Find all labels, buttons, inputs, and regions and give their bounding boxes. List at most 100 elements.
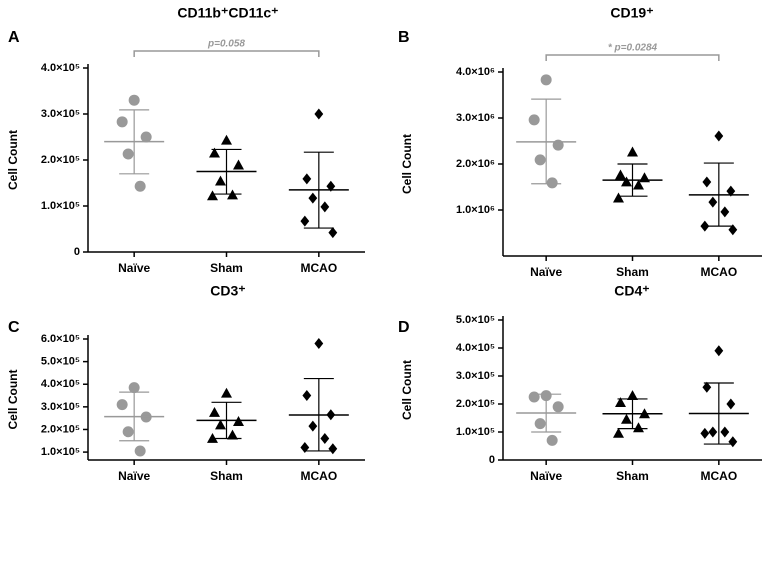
data-point xyxy=(300,442,310,454)
data-point xyxy=(302,390,312,402)
x-tick-label: Sham xyxy=(210,469,243,483)
data-point xyxy=(720,206,730,218)
data-point xyxy=(552,401,564,413)
y-tick-label: 1.0×10⁶ xyxy=(456,204,495,216)
significance-label: p=0.058 xyxy=(207,39,245,50)
x-tick-label: Sham xyxy=(616,265,649,279)
data-point xyxy=(308,192,318,204)
data-point xyxy=(546,177,558,189)
data-point xyxy=(221,387,232,398)
data-point xyxy=(140,131,152,143)
y-tick-label: 4.0×10⁶ xyxy=(456,66,495,78)
data-point xyxy=(320,201,330,213)
data-point xyxy=(714,130,724,142)
data-point xyxy=(728,436,738,448)
y-tick-label: 2.0×10⁶ xyxy=(456,158,495,170)
data-point xyxy=(534,154,546,166)
x-tick-label: MCAO xyxy=(300,261,337,275)
data-point xyxy=(328,443,338,455)
data-point xyxy=(534,418,546,430)
data-point xyxy=(134,180,146,192)
y-axis-label: Cell Count xyxy=(6,130,20,190)
data-point xyxy=(207,433,218,443)
data-point xyxy=(728,224,738,236)
y-tick-label: 5.0×10⁵ xyxy=(456,314,495,326)
panel-letter: D xyxy=(398,319,410,336)
data-point xyxy=(714,345,724,357)
panel-title: CD4⁺ xyxy=(614,283,649,299)
x-tick-label: Naïve xyxy=(530,265,562,279)
data-point xyxy=(720,426,730,438)
data-point xyxy=(320,433,330,445)
y-tick-label: 4.0×10⁵ xyxy=(41,62,80,74)
data-point xyxy=(627,146,638,157)
y-tick-label: 1.0×10⁵ xyxy=(41,446,80,458)
data-point xyxy=(227,189,238,200)
data-point xyxy=(621,413,632,424)
data-point xyxy=(326,180,336,192)
significance-bracket xyxy=(545,54,720,61)
data-point xyxy=(308,420,318,432)
data-point xyxy=(621,176,632,187)
data-point xyxy=(209,147,220,158)
data-point xyxy=(546,434,558,446)
panel-title: CD19⁺ xyxy=(610,5,653,21)
y-tick-label: 3.0×10⁵ xyxy=(41,401,80,413)
data-point xyxy=(528,391,540,403)
data-point xyxy=(700,427,710,439)
x-tick-label: Naïve xyxy=(118,261,150,275)
data-point xyxy=(540,74,552,86)
y-tick-label: 4.0×10⁵ xyxy=(41,378,80,390)
y-tick-label: 2.0×10⁵ xyxy=(456,398,495,410)
panel-title: CD11b⁺CD11c⁺ xyxy=(177,5,278,21)
y-tick-label: 1.0×10⁵ xyxy=(456,426,495,438)
data-point xyxy=(207,190,218,201)
significance-bracket xyxy=(133,50,320,57)
x-tick-label: Sham xyxy=(210,261,243,275)
y-tick-label: 3.0×10⁵ xyxy=(41,108,80,120)
y-tick-label: 3.0×10⁵ xyxy=(456,370,495,382)
data-point xyxy=(122,148,134,160)
data-point xyxy=(633,179,644,190)
panel-letter: B xyxy=(398,29,410,46)
data-point xyxy=(540,390,552,402)
panel-letter: A xyxy=(8,29,20,46)
data-point xyxy=(615,397,626,407)
data-point xyxy=(314,338,324,350)
data-point xyxy=(116,399,128,411)
data-point xyxy=(215,175,226,186)
significance-label: * p=0.0284 xyxy=(608,43,658,54)
x-tick-label: Sham xyxy=(616,469,649,483)
data-point xyxy=(528,114,540,126)
data-point xyxy=(613,427,624,438)
data-point xyxy=(233,159,244,170)
data-point xyxy=(633,422,644,433)
data-point xyxy=(209,407,220,417)
data-point xyxy=(702,381,712,393)
data-point xyxy=(615,169,626,180)
data-point xyxy=(726,185,736,197)
data-point xyxy=(708,426,718,438)
data-point xyxy=(328,227,338,239)
y-axis-label: Cell Count xyxy=(400,360,414,420)
data-point xyxy=(128,382,140,394)
x-tick-label: MCAO xyxy=(700,265,737,279)
data-point xyxy=(726,398,736,410)
data-point xyxy=(314,108,324,120)
data-point xyxy=(700,220,710,232)
y-axis-label: Cell Count xyxy=(400,134,414,194)
x-tick-label: Naïve xyxy=(530,469,562,483)
y-tick-label: 5.0×10⁵ xyxy=(41,356,80,368)
y-axis-label: Cell Count xyxy=(6,370,20,430)
y-tick-label: 2.0×10⁵ xyxy=(41,154,80,166)
data-point xyxy=(627,390,638,400)
panel-letter: C xyxy=(8,319,20,336)
x-tick-label: Naïve xyxy=(118,469,150,483)
y-tick-label: 1.0×10⁵ xyxy=(41,200,80,212)
data-point xyxy=(302,173,312,185)
y-tick-label: 0 xyxy=(489,454,495,466)
data-point xyxy=(613,192,624,203)
y-tick-label: 2.0×10⁵ xyxy=(41,423,80,435)
data-point xyxy=(227,429,238,440)
